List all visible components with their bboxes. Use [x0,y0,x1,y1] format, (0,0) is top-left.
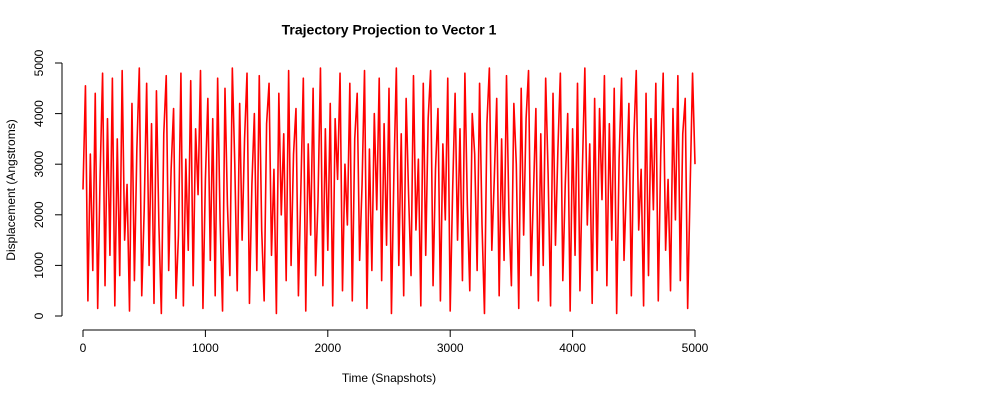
x-tick-label: 5000 [682,341,709,355]
data-line [82,67,696,315]
x-tick-label: 3000 [437,341,464,355]
x-axis-label: Time (Snapshots) [342,371,436,385]
y-tick-label: 0 [32,312,46,319]
y-axis-label: Displacement (Angstroms) [4,119,18,260]
chart-title: Trajectory Projection to Vector 1 [282,22,497,38]
x-tick-label: 1000 [192,341,219,355]
y-tick-label: 2000 [32,201,46,228]
y-tick-label: 4000 [32,100,46,127]
y-tick-label: 5000 [32,49,46,76]
x-tick-label: 0 [80,341,87,355]
x-tick-label: 2000 [314,341,341,355]
x-tick-label: 4000 [559,341,586,355]
y-tick-label: 3000 [32,151,46,178]
y-tick-label: 1000 [32,252,46,279]
